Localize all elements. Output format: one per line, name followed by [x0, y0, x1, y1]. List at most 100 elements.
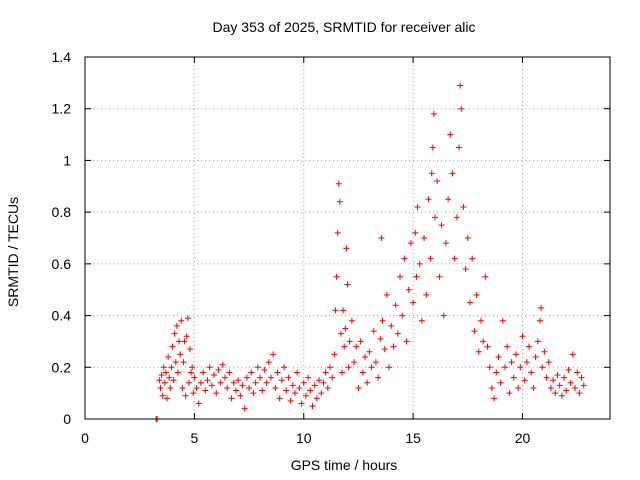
data-point: [447, 131, 454, 138]
data-point: [563, 387, 570, 394]
data-point: [164, 395, 171, 402]
data-point: [537, 317, 543, 324]
data-point: [436, 273, 443, 280]
data-point: [202, 387, 209, 394]
data-point: [267, 374, 274, 381]
data-point: [294, 369, 301, 376]
data-point: [165, 353, 172, 360]
data-point: [213, 390, 220, 397]
data-point: [388, 322, 395, 329]
data-point: [556, 382, 563, 389]
data-point: [512, 351, 519, 358]
data-point: [401, 255, 408, 262]
y-tick-label: 1.2: [52, 101, 72, 117]
data-point: [403, 338, 410, 345]
grid: [85, 57, 610, 419]
data-point: [499, 317, 506, 324]
data-point: [407, 240, 414, 247]
data-point: [342, 325, 349, 332]
data-point: [322, 369, 329, 376]
data-point: [161, 379, 168, 386]
data-point: [574, 369, 581, 376]
data-point: [329, 374, 336, 381]
data-point: [278, 377, 285, 384]
data-point: [506, 390, 513, 397]
data-point: [467, 299, 473, 306]
data-point: [539, 364, 546, 371]
data-point: [298, 400, 305, 407]
data-point: [502, 364, 508, 371]
data-point: [335, 180, 342, 187]
data-point: [232, 387, 239, 394]
data-point: [390, 343, 397, 350]
data-point: [337, 330, 344, 337]
data-point: [394, 330, 401, 337]
data-point: [578, 374, 585, 381]
data-point: [157, 384, 164, 391]
data-point: [173, 322, 180, 329]
data-point: [348, 317, 355, 324]
data-point: [222, 374, 228, 381]
data-point: [166, 374, 173, 381]
data-point: [195, 400, 202, 407]
data-point: [215, 366, 222, 373]
data-point: [296, 384, 303, 391]
y-tick-label: 0.8: [52, 204, 72, 220]
data-point: [241, 405, 248, 412]
data-point: [257, 374, 263, 381]
data-point: [486, 364, 493, 371]
data-point: [554, 372, 561, 379]
data-point: [285, 374, 292, 381]
data-point: [250, 390, 257, 397]
data-point: [187, 346, 193, 353]
data-point: [345, 364, 352, 371]
data-point: [346, 338, 353, 345]
data-point: [425, 196, 432, 203]
data-point: [547, 384, 554, 391]
data-point: [336, 198, 343, 205]
data-point: [576, 390, 583, 397]
data-point: [243, 374, 250, 381]
data-point: [445, 196, 452, 203]
data-point: [324, 384, 331, 391]
data-point: [399, 312, 406, 319]
data-point: [219, 361, 226, 368]
data-point: [510, 374, 517, 381]
data-point: [263, 379, 270, 386]
data-point: [172, 359, 179, 366]
data-point: [248, 369, 255, 376]
data-point: [313, 395, 320, 402]
data-point: [252, 379, 259, 386]
data-point: [307, 387, 314, 394]
data-point: [302, 392, 309, 399]
data-point: [309, 403, 316, 410]
data-point: [538, 304, 545, 311]
data-point: [179, 384, 186, 391]
data-point: [421, 235, 428, 241]
data-point: [379, 317, 386, 324]
chart-title: Day 353 of 2025, SRMTID for receiver ali…: [213, 19, 476, 35]
data-point: [184, 315, 191, 322]
data-point: [464, 235, 471, 241]
data-point: [162, 369, 169, 376]
data-point: [383, 291, 390, 298]
data-point: [259, 387, 266, 394]
data-point: [177, 351, 184, 358]
data-point: [208, 382, 215, 389]
data-point: [552, 390, 559, 397]
data-point: [572, 384, 578, 391]
data-point: [289, 382, 296, 389]
data-point: [226, 369, 233, 376]
data-point: [292, 390, 298, 397]
axis-ticks: 0 0.2 0.4 0.6 0.8 1 1.2 1.4 0 5 10 15 20: [52, 49, 610, 446]
data-point: [523, 359, 530, 366]
data-point: [224, 384, 231, 391]
data-point: [355, 384, 362, 391]
y-tick-label: 1: [63, 152, 71, 168]
data-point: [191, 374, 198, 381]
data-point: [230, 379, 237, 386]
data-point: [272, 384, 279, 391]
data-point: [504, 343, 511, 350]
data-point: [167, 384, 174, 391]
data-points: [153, 82, 587, 422]
